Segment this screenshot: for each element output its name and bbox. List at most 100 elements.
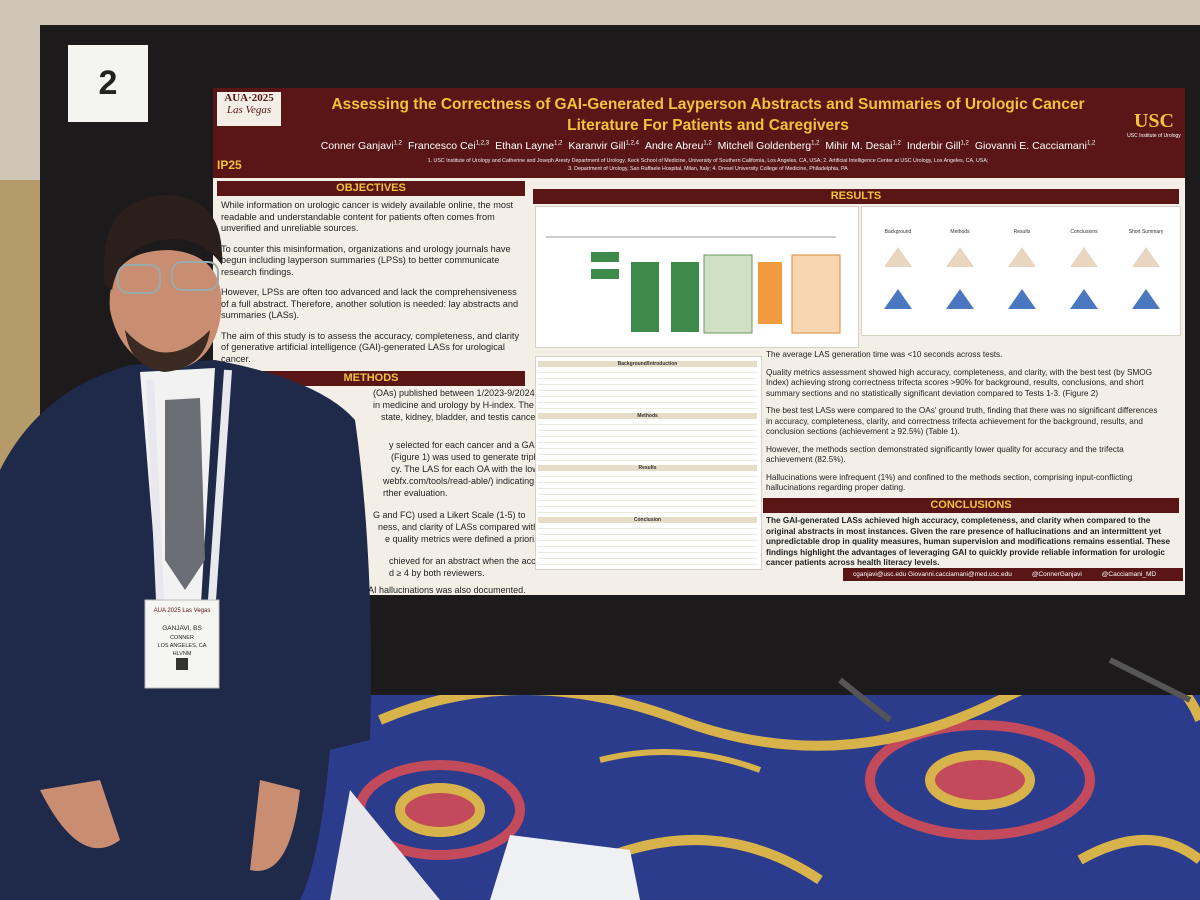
author-affiliation: 1,2: [703, 140, 712, 147]
author-name: Ethan Layne: [495, 140, 555, 152]
figure-2: Background Methods Results Conclusions Short…: [861, 206, 1181, 336]
figure-plot: [946, 247, 974, 267]
methods-line: G and FC) used a Likert Scale (1-5) to: [373, 510, 526, 520]
qr-code: [176, 658, 188, 670]
hands: [40, 780, 300, 871]
logo-mark: USC: [1133, 110, 1174, 132]
section-heading: RESULTS: [533, 189, 1179, 204]
methods-line: cy. The LAS for each OA with the lowest: [391, 464, 551, 474]
paragraph: However, the methods section demonstrate…: [766, 444, 1124, 465]
methods-line: rther evaluation.: [383, 488, 448, 498]
figure-panel: Methods: [932, 229, 988, 329]
figure-plot: [1070, 247, 1098, 267]
author-name: Karanvir Gill: [568, 140, 626, 152]
table-1: Background/Introduction Methods Results Con…: [535, 356, 762, 570]
board-number: 2: [99, 64, 118, 102]
contact: @ConnerGanjavi: [1031, 571, 1082, 578]
author-affiliation: 1,2: [892, 140, 901, 147]
affiliation: 1. USC Institute of Urology and Catherin…: [427, 158, 989, 164]
table-section: Results: [538, 465, 757, 513]
logo-caption: USC Institute of Urology: [1127, 133, 1181, 139]
poster-id: IP25: [217, 158, 242, 172]
poster-header: AUA·2025 Las Vegas Assessing the Correct…: [213, 88, 1185, 178]
badge-first-name: CONNER: [170, 635, 194, 641]
methods-line: e quality metrics were defined a priori.: [385, 534, 537, 544]
tie: [165, 398, 205, 590]
logo-line: AUA·2025: [224, 92, 274, 104]
methods-line: AI hallucinations was also documented.: [368, 585, 526, 595]
author: Giovanni E. Cacciamani1,2: [975, 140, 1095, 152]
figure-panel-label: Methods: [950, 229, 970, 235]
beard: [125, 330, 210, 372]
author-name: Giovanni E. Cacciamani: [974, 140, 1087, 152]
author-affiliation: 1,2: [811, 140, 820, 147]
methods-line: ness, and clarity of LASs compared with: [378, 522, 539, 532]
section-heading: CONCLUSIONS: [763, 498, 1179, 513]
author: Conner Ganjavi1,2: [321, 140, 402, 152]
paragraph: However, LPSs are often too advanced and…: [221, 287, 519, 320]
lanyard: [146, 369, 232, 601]
paragraph: While information on urologic cancer is …: [221, 200, 514, 233]
badge-city: LOS ANGELES, CA: [158, 643, 207, 649]
conference-logo: AUA·2025 Las Vegas: [217, 92, 281, 126]
glasses: [117, 264, 161, 294]
author-affiliation: 1,2: [960, 140, 969, 147]
poster-title: Assessing the Correctness of GAI-Generat…: [331, 96, 1085, 134]
figure-panel: Results: [994, 229, 1050, 329]
objectives-text: While information on urologic cancer is …: [221, 200, 521, 374]
contact: @Cacciamani_MD: [1101, 571, 1157, 578]
poster: AUA·2025 Las Vegas Assessing the Correct…: [213, 88, 1185, 595]
author: Inderbir Gill1,2: [907, 140, 969, 152]
methods-text: (OAs) published between 1/2023-9/2024 we…: [213, 388, 596, 595]
easel-legs: [838, 657, 1192, 723]
figure-panel: Short Summary: [1118, 229, 1174, 329]
author: Francesco Cei1,2,3: [408, 140, 489, 152]
table-section: Methods: [538, 413, 757, 461]
paragraph: Hallucinations were infrequent (1%) and …: [766, 472, 1133, 493]
section-heading: OBJECTIVES: [217, 181, 525, 196]
author-name: Conner Ganjavi: [320, 140, 394, 152]
table-section-title: Results: [538, 465, 757, 471]
paragraph: The best test LASs were compared to the …: [766, 406, 1158, 436]
methods-line: chieved for an abstract when the accurac…: [389, 556, 560, 566]
badge-code: HLVNM: [173, 651, 192, 657]
affiliation: 3. Department of Urology, San Raffaele H…: [568, 166, 848, 172]
methods-line: state, kidney, bladder, and testis cance…: [381, 412, 541, 422]
figure-panel-label: Results: [1013, 229, 1031, 235]
author-affiliation: 1,2,4: [625, 140, 639, 147]
figure-plot: [946, 289, 974, 309]
figure-plot: [884, 247, 912, 267]
author: Ethan Layne1,2: [495, 140, 562, 152]
figure-panel: Background: [870, 229, 926, 329]
author: Mihir M. Desai1,2: [825, 140, 900, 152]
results-text: The average LAS generation time was <10 …: [766, 350, 1166, 501]
author-name: Francesco Cei: [408, 140, 476, 152]
author-name: Inderbir Gill: [906, 140, 961, 152]
author: Mitchell Goldenberg1,2: [718, 140, 820, 152]
figure-plot: [1070, 289, 1098, 309]
paragraph: The average LAS generation time was <10 …: [766, 350, 1003, 359]
table-section-title: Conclusion: [538, 517, 757, 523]
figure-plot: [1008, 247, 1036, 267]
table-section: Conclusion: [538, 517, 757, 565]
board-number-card: [68, 45, 148, 122]
figure-plot: [1008, 289, 1036, 309]
figure-plot: [1132, 289, 1160, 309]
paper-on-floor: [330, 790, 440, 900]
author-affiliation: 1,2: [554, 140, 563, 147]
pipeline-diagram: [546, 236, 841, 334]
paragraph: The aim of this study is to assess the a…: [221, 330, 520, 364]
badge-name: GANJAVI, BS: [162, 625, 202, 632]
author-affiliation: 1,2: [1086, 140, 1096, 147]
hair: [103, 195, 223, 290]
figure-panel-label: Conclusions: [1070, 229, 1098, 235]
contact: cganjavi@usc.edu Giovanni.cacciamani@med…: [853, 571, 1012, 578]
methods-line: y selected for each cancer and a GAI-pip…: [389, 440, 572, 450]
carpet-pattern: [355, 659, 1200, 885]
figure-plot: [884, 289, 912, 309]
face: [109, 250, 222, 370]
contact-bar: cganjavi@usc.edu Giovanni.cacciamani@med…: [843, 568, 1183, 581]
methods-line: d ≥ 4 by both reviewers.: [389, 568, 485, 578]
paragraph: To counter this misinformation, organiza…: [221, 243, 511, 277]
